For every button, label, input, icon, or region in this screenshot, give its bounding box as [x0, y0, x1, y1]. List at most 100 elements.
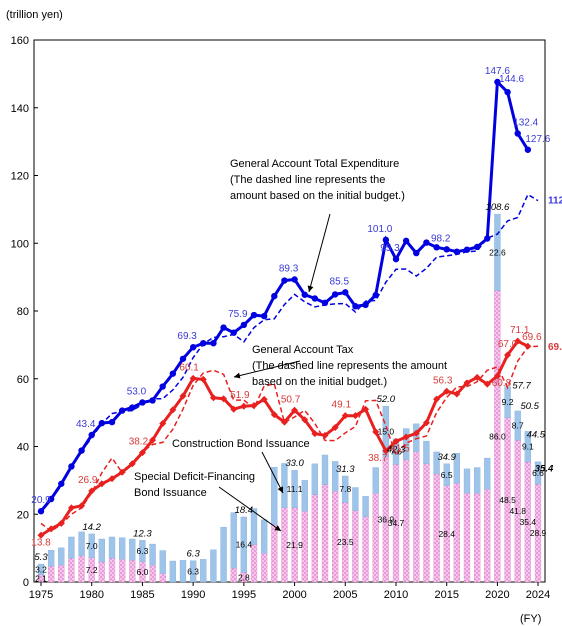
x-tick-label: 2005: [333, 589, 357, 601]
tax-annotation-arrow: [233, 360, 301, 379]
tax-value-label: 71.1: [510, 325, 530, 336]
construction-bond-label: 3.2: [35, 564, 47, 574]
bond-total-label: 50.5: [520, 401, 539, 412]
tax-point: [392, 437, 400, 445]
expenditure-point: [494, 78, 501, 86]
construction-bond-bar: [37, 563, 45, 576]
expenditure-point: [301, 291, 308, 298]
construction-bond-bar: [433, 451, 440, 475]
expenditure-point: [433, 244, 440, 251]
construction-bond-bar: [169, 560, 177, 583]
expenditure-annotation-line: General Account Total Expenditure: [230, 158, 399, 170]
construction-bond-bar: [230, 512, 237, 569]
construction-bond-bar: [443, 463, 450, 486]
tax-point: [331, 424, 339, 432]
expenditure-value-label: 85.5: [330, 276, 350, 287]
tax-annotation-line: General Account Tax: [252, 344, 354, 356]
expenditure-point: [118, 407, 126, 414]
tax-point: [412, 429, 420, 437]
tax-value-label: 60.8: [492, 378, 512, 389]
deficit-bond-label: 41.8: [509, 506, 526, 516]
tax-point: [260, 395, 268, 403]
tax-point: [179, 392, 187, 400]
construction-bond-label: 15.0: [378, 427, 395, 437]
tax-point: [240, 402, 248, 410]
construction-bond-bar: [98, 538, 106, 563]
tax-point: [220, 395, 228, 403]
deficit-bond-bar: [250, 544, 258, 583]
construction-bond-bar: [220, 526, 227, 583]
expenditure-point: [37, 508, 45, 515]
expenditure-annotation-line: amount based on the initial budget.): [230, 190, 405, 202]
deficit-bond-bar: [484, 489, 491, 583]
expenditure-value-label: 98.2: [431, 233, 451, 244]
deficit-bond-label: 28.9: [530, 528, 547, 538]
expenditure-annotation-line: (The dashed line represents the: [230, 174, 385, 186]
expenditure-value-label: 43.4: [76, 419, 96, 430]
expenditure-point: [382, 236, 390, 244]
tax-point: [230, 405, 238, 413]
construction-bond-bar: [240, 516, 248, 573]
construction-bond-label: 6.3: [187, 566, 199, 576]
deficit-bond-bar: [68, 558, 75, 583]
construction-bond-label: 11.1: [287, 484, 303, 494]
tax-annotation-line: (The dashed line represents the amount: [252, 360, 447, 372]
construction-bond-bar: [118, 537, 126, 560]
tax-point: [321, 431, 329, 439]
deficit-bond-bar: [423, 463, 430, 583]
deficit-bond-bar: [98, 561, 106, 583]
x-tick-label: 2024: [526, 589, 550, 601]
y-tick-label: 60: [17, 374, 29, 386]
construction-bond-bar: [129, 538, 136, 561]
x-tick-label: 1985: [130, 589, 154, 601]
construction-bond-bar: [342, 475, 349, 503]
construction-bond-label: 22.6: [489, 247, 506, 257]
construction-annotation: Construction Bond Issuance: [172, 438, 310, 450]
tax-value-label: 41.5: [390, 443, 410, 454]
y-tick-label: 20: [17, 509, 29, 521]
tax-point: [402, 433, 410, 441]
bond-total-label: 35.4: [535, 464, 554, 475]
expenditure-point: [58, 480, 65, 487]
tax-point: [270, 411, 278, 419]
expenditure-point: [78, 447, 85, 454]
bond-total-label: 44.5: [527, 429, 546, 440]
construction-bond-label: 7.0: [86, 541, 98, 551]
expenditure-point: [179, 355, 187, 362]
tax-point: [443, 387, 451, 395]
deficit-bond-bar: [311, 494, 319, 583]
deficit-bond-bar: [362, 516, 369, 583]
deficit-bond-bar: [463, 493, 471, 583]
expenditure-point: [220, 324, 227, 331]
tax-point: [433, 395, 441, 403]
deficit-annotation-arrow: [218, 486, 282, 532]
tax-value-label: 38.7: [368, 453, 388, 464]
deficit-bond-bar: [159, 573, 166, 583]
construction-bond-bar: [179, 560, 187, 583]
tax-point: [341, 412, 349, 420]
construction-bond-bar: [382, 406, 390, 458]
tax-point: [250, 402, 258, 410]
expenditure-point: [98, 419, 106, 427]
deficit-bond-label: 28.4: [438, 529, 455, 539]
deficit-bond-bar: [413, 451, 420, 583]
expenditure-value-label: 127.6: [525, 134, 550, 145]
tax-point: [362, 405, 370, 413]
tax-value-label: 50.7: [281, 394, 301, 405]
construction-bond-label: 6.3: [137, 546, 149, 556]
expenditure-point: [453, 248, 461, 255]
deficit-bond-bar: [271, 524, 278, 583]
tax-point: [209, 394, 217, 402]
bond-total-label: 31.3: [336, 464, 355, 475]
expenditure-point: [260, 312, 268, 320]
expenditure-point: [159, 383, 166, 390]
construction-bond-bar: [210, 549, 217, 583]
construction-bond-label: 9.2: [502, 397, 514, 407]
deficit-bond-bar: [47, 566, 55, 583]
expenditure-value-label: 95.3: [380, 243, 400, 254]
construction-bond-label: 9.1: [522, 442, 534, 452]
x-tick-label: 2020: [485, 589, 509, 601]
tax-point: [118, 468, 126, 476]
y-tick-label: 100: [11, 238, 29, 250]
deficit-annotation-line: Bond Issuance: [134, 487, 207, 499]
